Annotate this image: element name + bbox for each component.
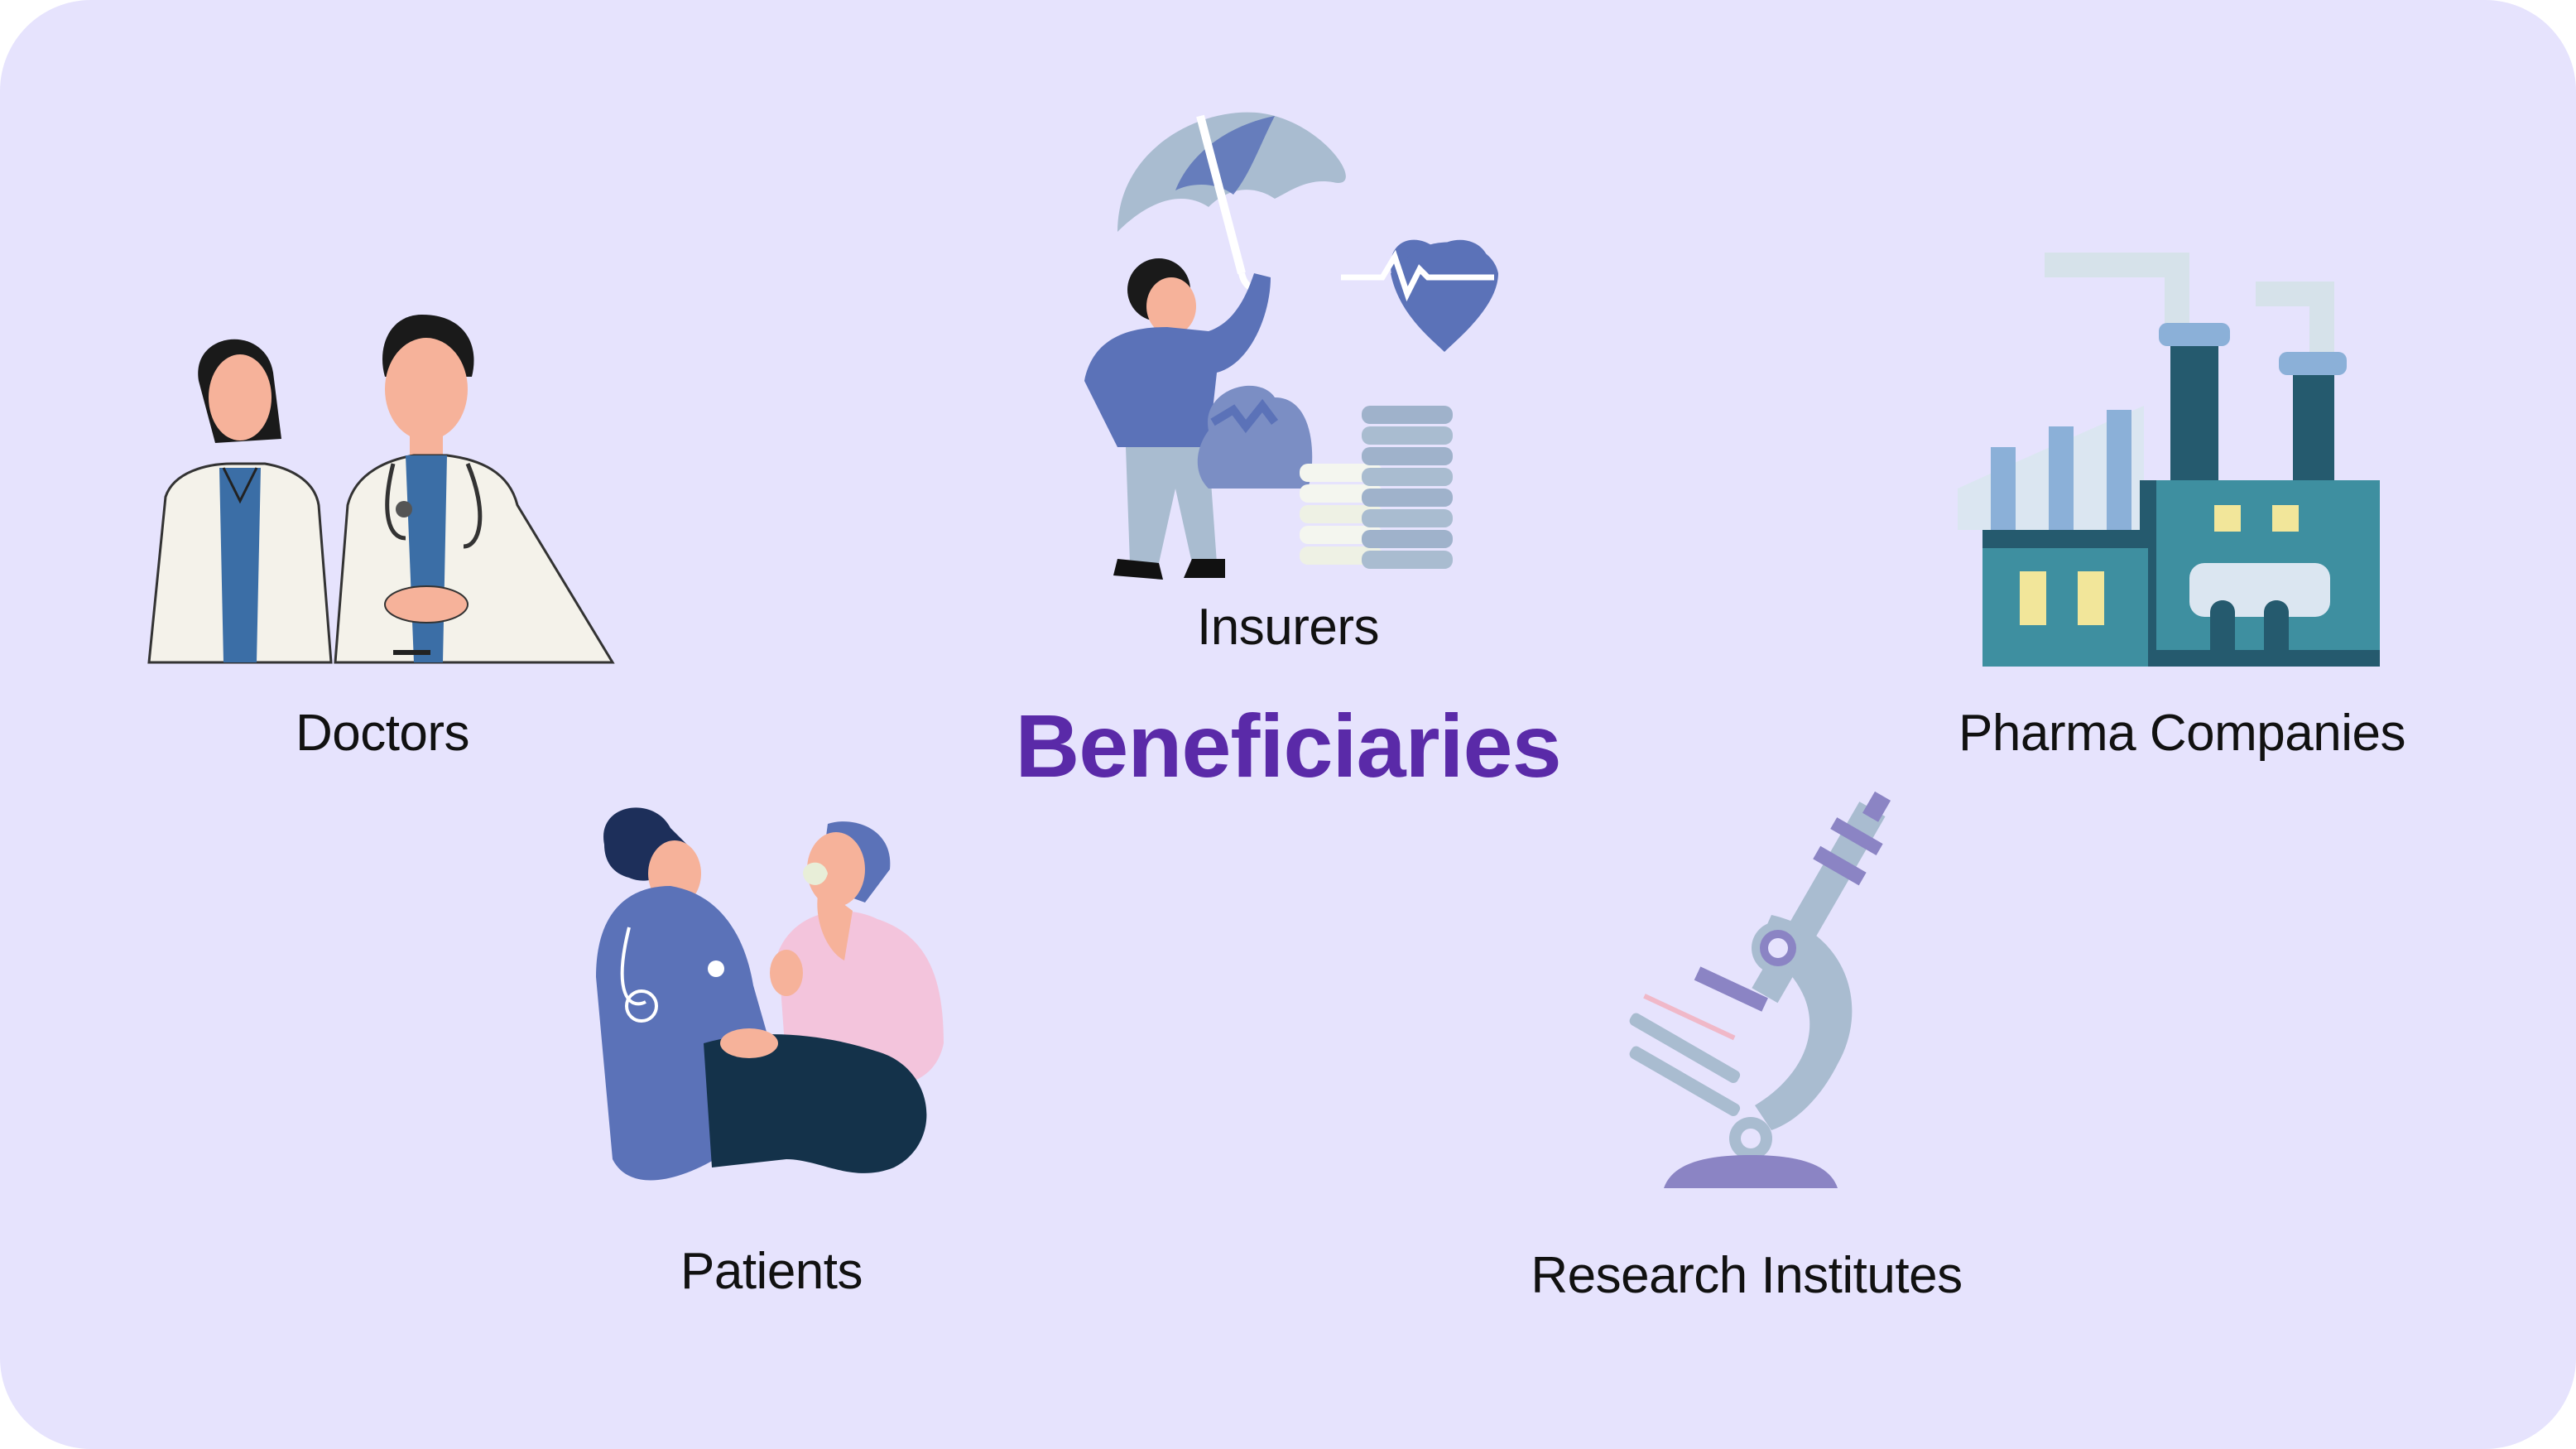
pharma-label: Pharma Companies [1958, 705, 2405, 762]
insurers-label: Insurers [1197, 599, 1379, 656]
insurance-illustration-icon [1068, 99, 1515, 588]
research-label: Research Institutes [1531, 1247, 1963, 1304]
doctors-label: Doctors [295, 705, 470, 762]
patients-label: Patients [680, 1243, 863, 1300]
doctors-illustration-icon [141, 298, 621, 679]
page-title: Beneficiaries [1015, 696, 1561, 796]
microscope-illustration-icon [1614, 791, 1896, 1196]
factory-illustration-icon [1954, 248, 2384, 667]
patient-care-illustration-icon [579, 795, 952, 1209]
